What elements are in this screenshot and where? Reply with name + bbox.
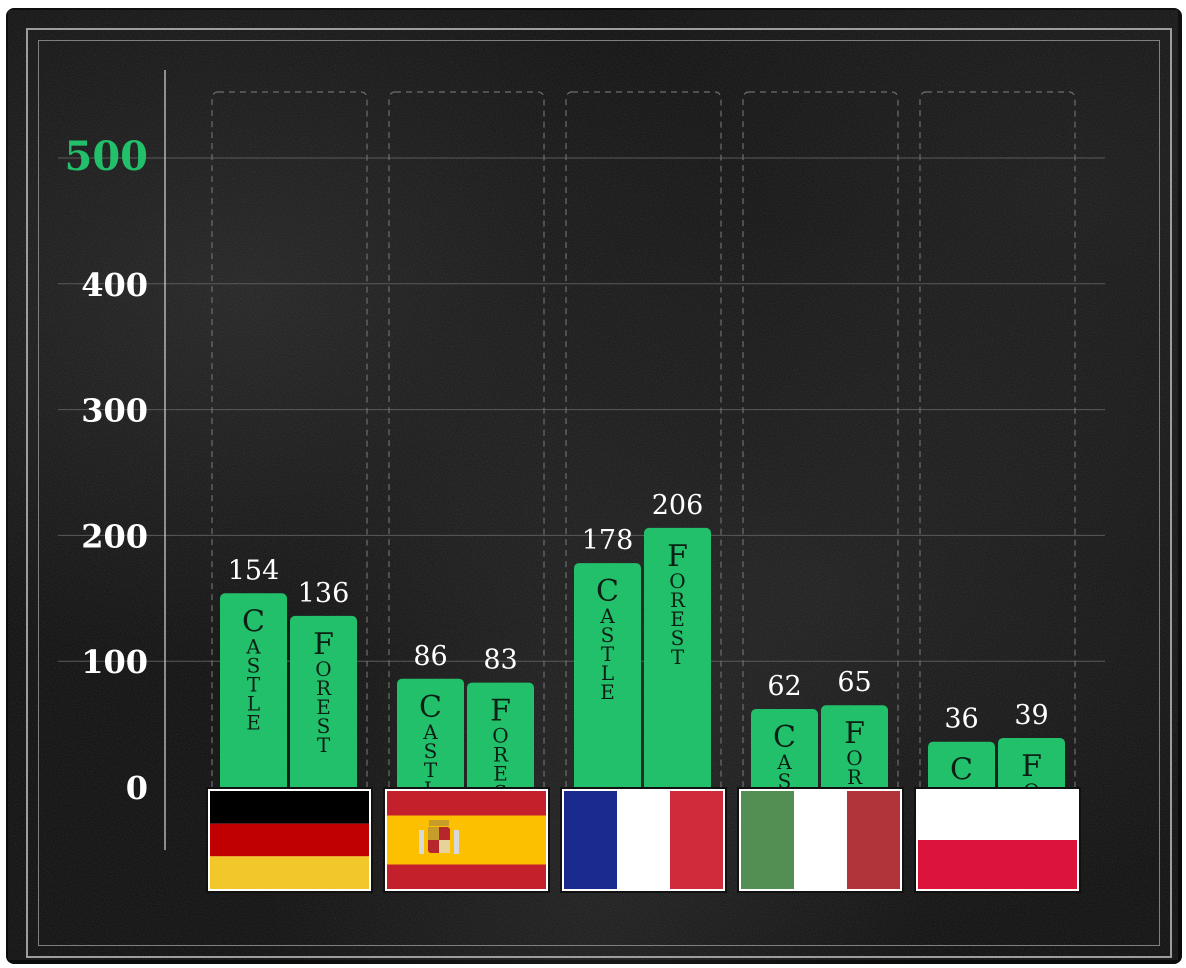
svg-text:R: R (316, 676, 332, 700)
svg-text:T: T (247, 672, 261, 696)
data-label: 136 (298, 578, 350, 609)
bar-forest (821, 705, 888, 795)
svg-text:F: F (1021, 749, 1042, 784)
data-label: 36 (944, 704, 978, 735)
y-tick-label: 500 (65, 133, 149, 180)
flag-poland-icon (914, 787, 1081, 893)
bar-forest (467, 682, 534, 795)
svg-text:A: A (953, 783, 969, 807)
svg-text:S: S (778, 769, 792, 793)
bar-castle (928, 741, 995, 795)
svg-text:E: E (670, 607, 685, 631)
flag-germany-icon (206, 787, 373, 893)
group-slot (919, 91, 1076, 793)
svg-text:E: E (600, 680, 615, 704)
svg-text:T: T (317, 733, 331, 757)
group-slot (742, 91, 899, 793)
svg-text:S: S (317, 714, 331, 738)
svg-text:E: E (316, 695, 331, 719)
svg-text:E: E (246, 710, 261, 734)
svg-text:A: A (599, 604, 615, 628)
svg-text:L: L (247, 691, 260, 715)
svg-text:F: F (313, 627, 334, 662)
y-tick-label: 200 (81, 517, 148, 555)
svg-text:O: O (846, 746, 862, 770)
flag-italy-icon (737, 787, 904, 893)
svg-text:E: E (493, 762, 508, 786)
svg-text:A: A (776, 750, 792, 774)
svg-text:C: C (596, 574, 619, 609)
data-label: 65 (837, 667, 871, 698)
bar-castle (574, 563, 641, 795)
y-tick-label: 300 (81, 392, 148, 430)
svg-text:T: T (601, 642, 615, 666)
svg-text:F: F (667, 539, 688, 574)
group-slot (211, 91, 368, 793)
data-label: 62 (767, 671, 801, 702)
data-label: 154 (228, 555, 280, 586)
svg-text:R: R (847, 765, 863, 789)
svg-text:S: S (671, 626, 685, 650)
svg-text:L: L (601, 661, 614, 685)
svg-text:O: O (492, 724, 508, 748)
flag-spain-icon (383, 787, 550, 893)
data-label: 39 (1014, 700, 1048, 731)
svg-text:O: O (669, 569, 685, 593)
y-tick-label: 100 (81, 643, 148, 681)
svg-text:O: O (1023, 779, 1039, 803)
flag-france-icon (560, 787, 727, 893)
data-label: 83 (483, 645, 517, 676)
data-label: 178 (582, 525, 634, 556)
svg-text:E: E (847, 784, 862, 808)
svg-text:L: L (424, 777, 437, 801)
bar-castle (220, 593, 287, 795)
bar-forest (998, 737, 1065, 795)
svg-text:F: F (844, 716, 865, 751)
svg-text:R: R (493, 743, 509, 767)
svg-text:T: T (424, 758, 438, 782)
group-slot (388, 91, 545, 793)
svg-text:C: C (242, 604, 265, 639)
svg-text:C: C (773, 720, 796, 755)
y-tick-label: 400 (81, 266, 148, 304)
svg-text:A: A (422, 720, 438, 744)
svg-text:C: C (419, 690, 442, 725)
svg-text:T: T (671, 645, 685, 669)
data-label: 86 (413, 641, 447, 672)
bar-castle (397, 678, 464, 795)
svg-text:R: R (670, 588, 686, 612)
svg-text:O: O (315, 657, 331, 681)
svg-text:F: F (490, 694, 511, 729)
bar-castle (751, 709, 818, 795)
y-tick-label: 0 (126, 769, 148, 807)
bar-forest (644, 527, 711, 795)
data-label: 206 (652, 490, 704, 521)
bar-forest (290, 615, 357, 795)
svg-text:S: S (247, 653, 261, 677)
group-slot (565, 91, 722, 793)
svg-text:S: S (601, 623, 615, 647)
svg-text:S: S (494, 781, 508, 805)
svg-text:S: S (424, 739, 438, 763)
svg-text:A: A (245, 634, 261, 658)
svg-text:C: C (950, 753, 973, 788)
